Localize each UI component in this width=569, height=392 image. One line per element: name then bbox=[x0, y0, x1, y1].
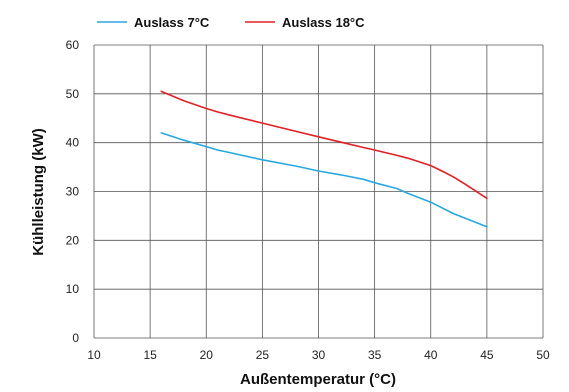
x-tick-label: 15 bbox=[143, 348, 157, 362]
series-lines bbox=[160, 90, 488, 228]
x-tick-label: 45 bbox=[480, 348, 494, 362]
y-tick-label: 20 bbox=[66, 233, 80, 247]
y-tick-label: 60 bbox=[66, 38, 80, 52]
x-axis-title: Außentemperatur (°C) bbox=[240, 371, 396, 388]
x-tick-label: 10 bbox=[87, 348, 101, 362]
x-tick-label: 35 bbox=[368, 348, 382, 362]
grid bbox=[93, 44, 544, 339]
y-tick-label: 40 bbox=[66, 136, 80, 150]
x-tick-label: 25 bbox=[256, 348, 270, 362]
y-tick-label: 30 bbox=[66, 185, 80, 199]
y-tick-label: 10 bbox=[66, 282, 80, 296]
x-tick-label: 20 bbox=[200, 348, 214, 362]
series-line-1 bbox=[160, 132, 488, 228]
series-line-2 bbox=[160, 90, 488, 200]
legend: Auslass 7°C Auslass 18°C bbox=[97, 15, 365, 30]
y-tick-label: 50 bbox=[66, 87, 80, 101]
legend-label-2: Auslass 18°C bbox=[282, 15, 365, 30]
x-tick-label: 50 bbox=[536, 348, 550, 362]
y-axis-title: Kühlleistung (kW) bbox=[30, 128, 47, 256]
x-tick-label: 40 bbox=[424, 348, 438, 362]
y-tick-label: 0 bbox=[72, 331, 79, 345]
x-tick-label: 30 bbox=[312, 348, 326, 362]
legend-label-1: Auslass 7°C bbox=[134, 15, 210, 30]
tick-labels: 0 10 20 30 40 50 60 10 15 20 25 30 35 40 45 50 bbox=[66, 38, 550, 362]
